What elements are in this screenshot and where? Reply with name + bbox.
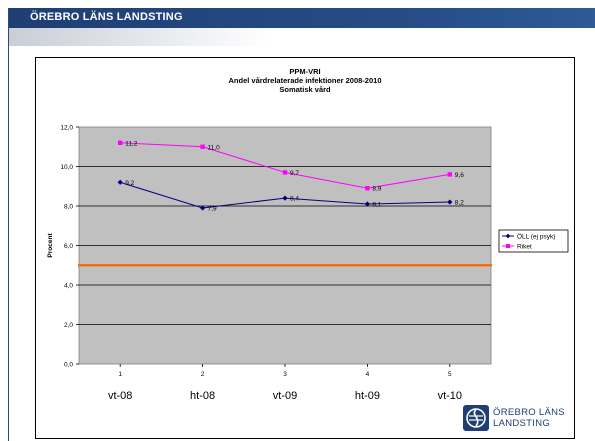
data-point	[447, 199, 453, 205]
data-point	[447, 172, 452, 177]
header-fade	[9, 28, 269, 46]
y-tick-label: 6,0	[64, 243, 73, 250]
x-tick-label: 2	[201, 371, 205, 378]
period-label: vt-09	[273, 390, 297, 402]
data-label: 11,2	[125, 140, 138, 147]
data-label: 9,2	[125, 180, 134, 187]
data-point	[282, 170, 288, 175]
data-label: 11,0	[208, 144, 221, 151]
data-label: 7,9	[208, 205, 217, 212]
x-tick-label: 5	[448, 371, 452, 378]
legend-label: Riket	[517, 243, 532, 250]
y-tick-label: 2,0	[64, 322, 73, 329]
data-label: 8,1	[372, 202, 381, 209]
period-label: ht-09	[355, 390, 380, 402]
period-label: vt-10	[438, 390, 462, 402]
header-bar	[8, 8, 595, 28]
y-tick-label: 0,0	[64, 362, 73, 369]
x-tick-label: 4	[366, 371, 370, 378]
data-point	[118, 140, 123, 145]
logo-text: ÖREBRO LÄNS LANDSTING	[493, 407, 565, 429]
data-point	[282, 195, 288, 201]
legend-marker	[505, 233, 511, 239]
y-tick-label: 12,0	[60, 125, 73, 132]
data-point	[365, 186, 370, 191]
logo-line-2: LANDSTING	[493, 418, 551, 429]
legend-box	[498, 229, 569, 253]
data-point	[117, 179, 123, 185]
chart-title-line-3: Somatisk vård	[279, 85, 331, 94]
data-label: 8,9	[372, 186, 381, 193]
x-tick-label: 1	[118, 371, 122, 378]
data-point	[364, 201, 370, 207]
chart-title-line-1: PPM-VRI	[289, 67, 321, 76]
x-tick-label: 3	[283, 371, 287, 378]
period-label: vt-08	[108, 390, 132, 402]
header-title: ÖREBRO LÄNS LANDSTING	[30, 11, 183, 23]
y-tick-label: 8,0	[64, 204, 73, 211]
data-label: 9,6	[455, 172, 464, 179]
data-label: 8,2	[455, 200, 464, 207]
legend-label: ÖLL (ej psyk)	[517, 232, 555, 240]
logo-line-1: ÖREBRO LÄNS	[493, 407, 565, 418]
logo-icon	[463, 405, 489, 431]
y-axis-label: Procent	[47, 233, 54, 258]
y-tick-label: 10,0	[60, 164, 73, 171]
y-tick-label: 4,0	[64, 283, 73, 290]
period-label: ht-08	[190, 390, 215, 402]
legend-marker	[506, 244, 510, 248]
data-point	[200, 205, 206, 211]
left-border	[8, 8, 9, 441]
chart-title-line-2: Andel vårdrelaterade infektioner 2008-20…	[228, 76, 382, 85]
data-label: 9,7	[290, 170, 299, 177]
data-point	[200, 144, 205, 149]
data-label: 8,4	[290, 196, 299, 203]
